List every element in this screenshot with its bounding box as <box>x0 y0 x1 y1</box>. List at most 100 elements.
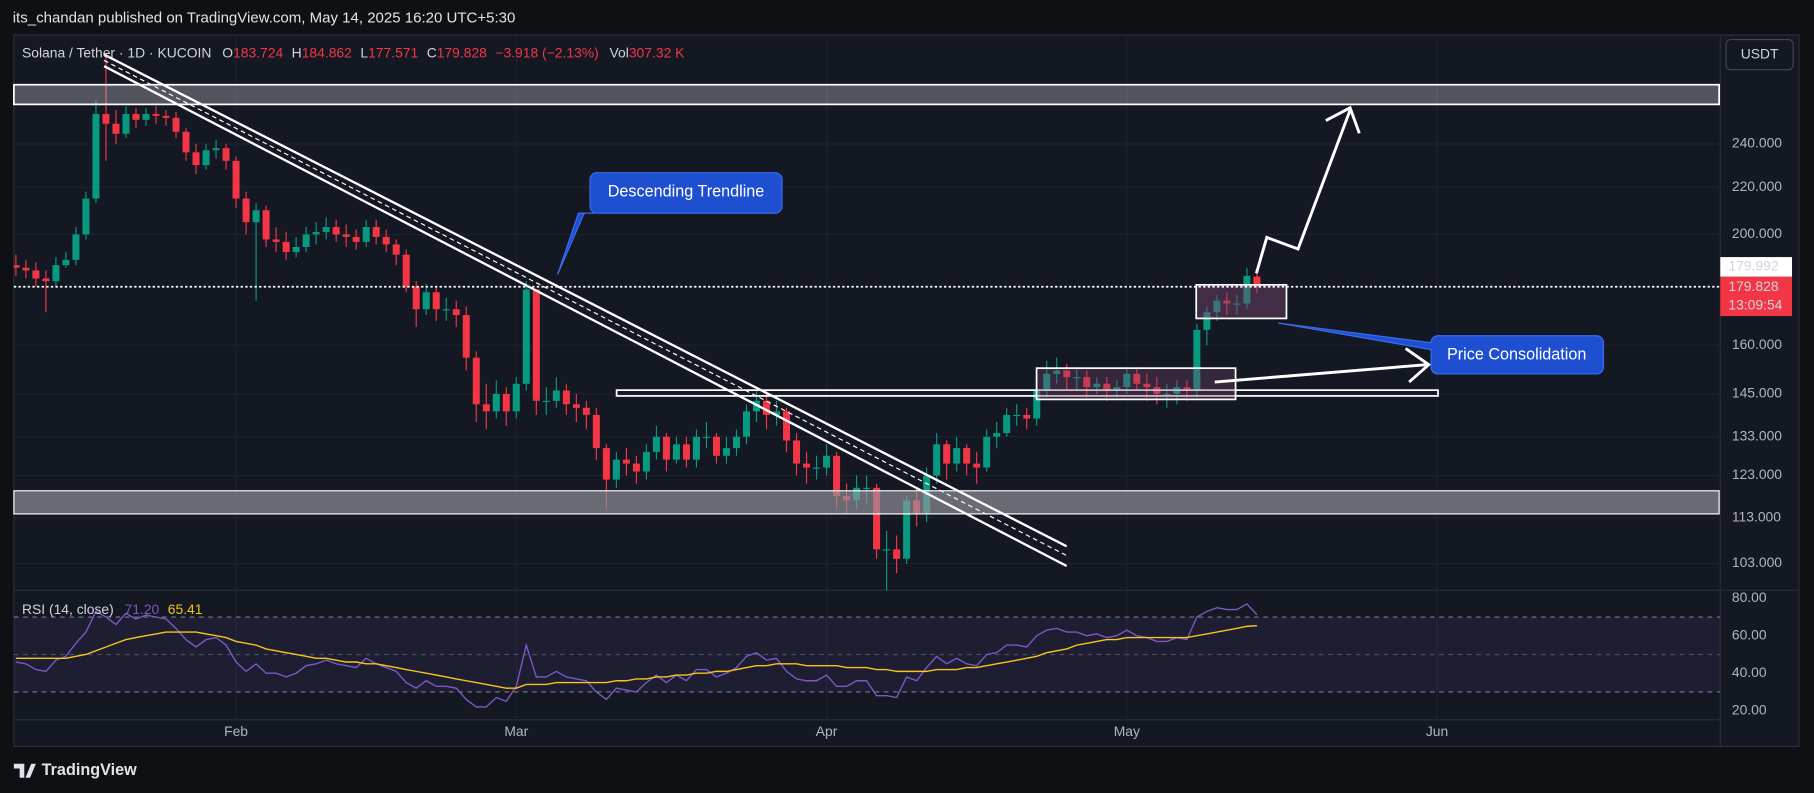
currency-button[interactable]: USDT <box>1725 39 1794 71</box>
consolidation-box <box>1035 367 1237 401</box>
candle-body <box>692 436 700 460</box>
candle-body <box>722 448 730 456</box>
brand-logo <box>13 763 36 778</box>
candle-body <box>142 113 150 120</box>
candle-body <box>402 254 410 287</box>
arrow <box>1254 109 1352 274</box>
candle-body <box>1233 303 1241 305</box>
candle-body <box>262 210 270 240</box>
arrow-head <box>1404 347 1432 384</box>
y-tick-label: 103.000 <box>1732 554 1782 570</box>
candle-body <box>352 236 360 242</box>
candle-body <box>582 407 590 415</box>
brand: TradingView <box>42 761 137 779</box>
y-tick-label: 200.000 <box>1732 225 1782 241</box>
rsi-legend: RSI (14, close) 71.20 65.41 <box>22 601 203 617</box>
candle-body <box>1253 276 1261 288</box>
candle-body <box>82 198 90 235</box>
candle-body <box>1083 377 1091 388</box>
candle-body <box>552 390 560 401</box>
legend-label: L <box>360 44 368 60</box>
candle-body <box>973 463 981 468</box>
candle-body <box>943 444 951 464</box>
candle-body <box>292 246 300 253</box>
rsi-tick-label: 60.00 <box>1732 626 1767 642</box>
candle-body <box>1043 373 1051 391</box>
candle-body <box>162 115 170 118</box>
candle-body <box>893 549 901 559</box>
candle-body <box>202 150 210 166</box>
y-tick-label: 160.000 <box>1732 336 1782 352</box>
candle-body <box>42 278 50 282</box>
candle-body <box>1223 300 1231 304</box>
candle-body <box>132 113 140 120</box>
candle-body <box>1133 373 1141 384</box>
legend-value: 183.724 <box>233 44 283 60</box>
callout-text: Descending Trendline <box>608 183 765 201</box>
candle-body <box>522 289 530 384</box>
price-line-label: 179.992 <box>1728 258 1778 274</box>
candle-body <box>1103 383 1111 391</box>
candle-body <box>312 231 320 235</box>
legend-label: H <box>292 44 302 60</box>
currency-label[interactable]: USDT <box>1741 45 1779 61</box>
x-tick-label: Apr <box>816 723 838 739</box>
rsi-tick-label: 80.00 <box>1732 589 1767 605</box>
footer: TradingView <box>13 761 137 779</box>
candle-body <box>172 117 180 132</box>
consolidation-box <box>1195 283 1288 320</box>
candle-body <box>763 400 771 415</box>
candle-body <box>382 236 390 245</box>
candle-body <box>742 411 750 437</box>
candle-body <box>212 148 220 151</box>
y-tick-label: 220.000 <box>1732 178 1782 194</box>
candle-body <box>632 463 640 472</box>
candle-body <box>422 292 430 310</box>
candle-body <box>773 411 781 415</box>
trendline-lower <box>103 65 1068 568</box>
rsi-tick-label: 20.00 <box>1732 701 1767 717</box>
candle-body <box>222 148 230 161</box>
rsi-value: 71.20 <box>125 601 160 617</box>
candle-body <box>883 549 891 551</box>
candle-body <box>833 455 841 497</box>
candle-body <box>1003 414 1011 434</box>
candle-body <box>863 487 871 489</box>
candle-body <box>62 259 70 266</box>
candle-body <box>1143 383 1151 388</box>
range-box <box>615 389 1439 397</box>
rsi-line <box>15 624 1258 689</box>
candle-body <box>963 448 971 464</box>
candle-body <box>1243 275 1251 304</box>
drawings: Descending Trendline Price Consolidation <box>13 53 1721 568</box>
candle-body <box>732 436 740 449</box>
candle-body <box>823 455 831 468</box>
candle-body <box>252 210 260 223</box>
candle-body <box>1013 414 1021 417</box>
callout <box>1278 322 1605 375</box>
arrow <box>1214 363 1427 384</box>
candle-body <box>1183 387 1191 391</box>
rsi-title: RSI (14, close) <box>22 601 114 617</box>
candle-body <box>472 357 480 405</box>
currency-button-frame[interactable] <box>1725 39 1794 71</box>
publisher-line: its_chandan published on TradingView.com… <box>13 10 516 27</box>
candle-body <box>192 152 200 166</box>
candle-body <box>652 436 660 452</box>
legend-value: 307.32 K <box>629 44 685 60</box>
last-price-label: 179.828 <box>1728 278 1778 294</box>
candle-body <box>803 463 811 468</box>
candle-body <box>1033 390 1041 419</box>
candle-body <box>1203 312 1211 330</box>
candle-body <box>112 123 120 134</box>
candle-body <box>1213 300 1221 313</box>
candle-body <box>332 227 340 235</box>
candle-body <box>362 227 370 242</box>
candle-body <box>512 383 520 412</box>
legend-value: 177.571 <box>368 44 418 60</box>
candle-body <box>672 444 680 460</box>
legend-label: Vol <box>610 44 629 60</box>
y-tick-label: 113.000 <box>1732 508 1781 524</box>
trendline-upper <box>103 53 1068 548</box>
